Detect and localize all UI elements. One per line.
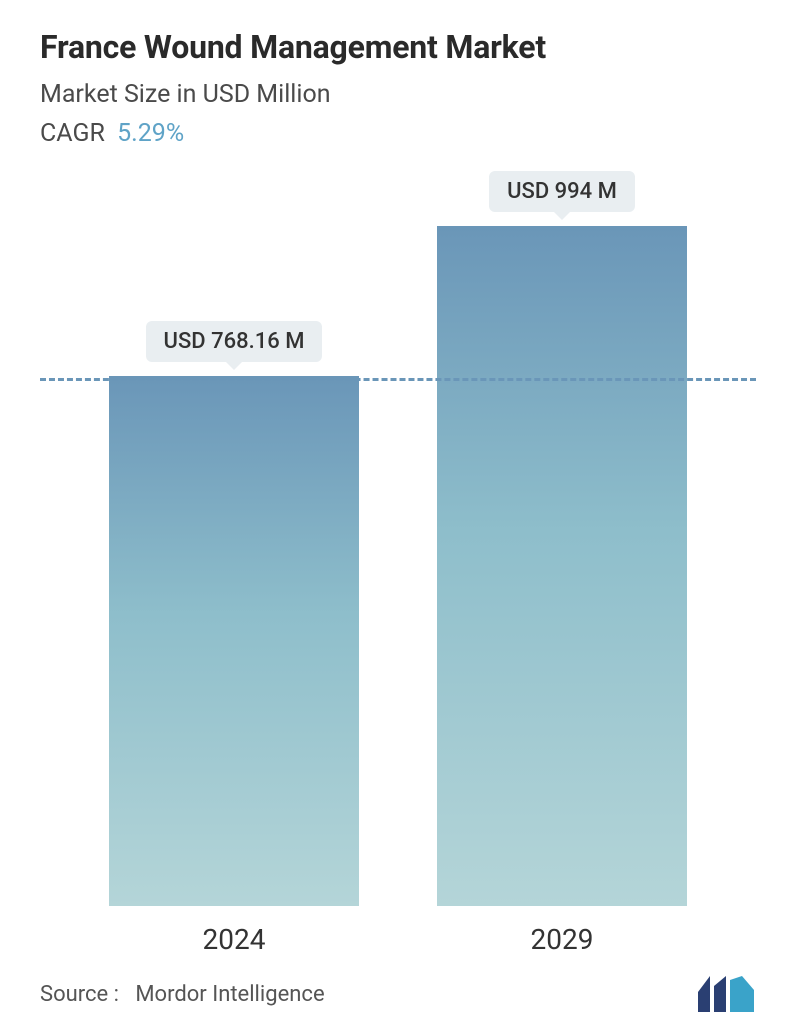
source-text: Source : Mordor Intelligence <box>40 982 325 1007</box>
value-badge-2024: USD 768.16 M <box>146 321 323 362</box>
chart-area: USD 768.16 M USD 994 M 2024 2029 <box>40 178 756 966</box>
bar-group-2029: USD 994 M <box>437 171 687 906</box>
footer: Source : Mordor Intelligence <box>40 966 756 1014</box>
reference-line <box>40 378 756 381</box>
chart-container: France Wound Management Market Market Si… <box>0 0 796 1034</box>
bar-2029 <box>437 226 687 906</box>
mordor-logo-icon <box>696 974 756 1014</box>
source-label: Source : <box>40 982 119 1007</box>
x-axis-labels: 2024 2029 <box>40 923 756 956</box>
bars-wrapper: USD 768.16 M USD 994 M <box>40 178 756 906</box>
cagr-label: CAGR <box>40 119 105 148</box>
bar-group-2024: USD 768.16 M <box>109 321 359 906</box>
cagr-line: CAGR 5.29% <box>40 119 756 148</box>
cagr-value: 5.29% <box>117 119 184 148</box>
bar-2024 <box>109 376 359 906</box>
chart-subtitle: Market Size in USD Million <box>40 80 756 109</box>
x-label-2024: 2024 <box>109 923 359 956</box>
chart-title: France Wound Management Market <box>40 28 756 66</box>
x-label-2029: 2029 <box>437 923 687 956</box>
value-badge-2029: USD 994 M <box>489 171 635 212</box>
source-name: Mordor Intelligence <box>135 982 324 1007</box>
